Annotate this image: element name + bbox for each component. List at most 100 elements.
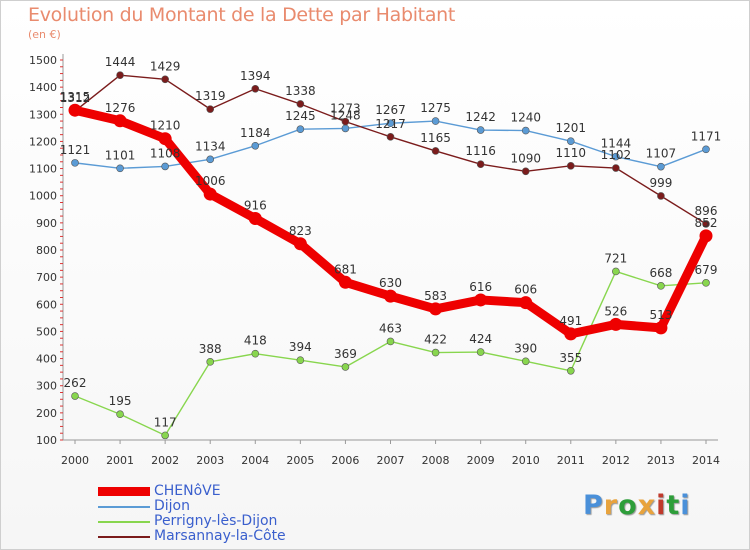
data-label: 999 bbox=[649, 176, 672, 190]
data-point bbox=[612, 152, 620, 161]
data-point bbox=[612, 164, 620, 172]
data-label: 390 bbox=[514, 341, 537, 355]
data-point bbox=[161, 162, 169, 171]
data-point bbox=[161, 75, 169, 84]
data-label: 491 bbox=[559, 314, 582, 328]
data-point bbox=[699, 229, 713, 243]
data-point bbox=[206, 358, 215, 366]
x-tick-label: 2011 bbox=[557, 454, 585, 467]
data-point bbox=[521, 357, 530, 366]
data-point bbox=[158, 132, 172, 146]
data-point bbox=[564, 327, 578, 341]
x-tick-label: 2005 bbox=[286, 454, 314, 467]
data-point bbox=[566, 137, 575, 145]
data-point bbox=[251, 84, 260, 93]
data-point bbox=[429, 302, 443, 316]
data-point bbox=[386, 133, 395, 141]
chart-subtitle: (en €) bbox=[28, 28, 61, 41]
data-point bbox=[521, 167, 530, 176]
y-tick-label: 700 bbox=[36, 271, 57, 284]
data-point bbox=[384, 289, 397, 303]
data-point bbox=[431, 147, 440, 155]
data-point bbox=[206, 105, 215, 113]
logo-letter: t bbox=[666, 490, 681, 521]
data-label: 1315 bbox=[60, 90, 91, 104]
data-label: 1245 bbox=[285, 109, 316, 123]
data-label: 1144 bbox=[601, 137, 632, 151]
data-point bbox=[566, 366, 575, 375]
data-label: 1107 bbox=[646, 147, 677, 161]
data-point bbox=[116, 71, 124, 79]
legend-label: CHENôVE bbox=[154, 483, 221, 499]
data-point bbox=[116, 164, 124, 173]
data-label: 388 bbox=[199, 342, 222, 356]
legend-label: Perrigny-lès-Dijon bbox=[154, 513, 278, 529]
data-point bbox=[386, 119, 395, 128]
y-tick-label: 1200 bbox=[29, 135, 57, 148]
data-label: 630 bbox=[379, 276, 402, 290]
data-point bbox=[341, 363, 350, 371]
data-point bbox=[296, 125, 305, 134]
data-label: 513 bbox=[649, 308, 672, 322]
data-label: 1116 bbox=[465, 144, 496, 158]
data-point bbox=[341, 124, 350, 133]
data-point bbox=[654, 321, 668, 335]
data-point bbox=[338, 275, 352, 289]
x-tick-label: 2003 bbox=[196, 454, 224, 467]
data-label: 681 bbox=[334, 262, 357, 276]
data-point bbox=[657, 162, 665, 171]
data-point bbox=[203, 187, 217, 201]
data-label: 1110 bbox=[556, 146, 587, 160]
data-point bbox=[296, 356, 305, 365]
legend-label: Marsannay-la-Côte bbox=[154, 528, 286, 544]
data-point bbox=[206, 155, 215, 164]
y-tick-label: 600 bbox=[36, 298, 57, 311]
legend-swatch bbox=[98, 535, 150, 538]
data-label: 418 bbox=[244, 334, 267, 348]
x-tick-label: 2000 bbox=[61, 454, 89, 467]
logo-letter: P bbox=[583, 490, 604, 521]
data-point bbox=[248, 212, 262, 226]
data-point bbox=[612, 267, 620, 276]
data-point bbox=[293, 237, 307, 251]
data-label: 1312 bbox=[60, 91, 91, 105]
legend-swatch bbox=[98, 487, 150, 496]
data-label: 852 bbox=[695, 216, 718, 230]
data-point bbox=[609, 317, 623, 331]
x-tick-label: 2001 bbox=[106, 454, 134, 467]
x-tick-label: 2013 bbox=[647, 454, 675, 467]
data-label: 1134 bbox=[195, 139, 226, 153]
data-label: 1394 bbox=[240, 69, 271, 83]
data-point bbox=[702, 220, 710, 228]
y-tick-label: 200 bbox=[36, 407, 57, 420]
x-tick-label: 2006 bbox=[331, 454, 359, 467]
data-label: 1319 bbox=[195, 89, 226, 103]
data-point bbox=[71, 392, 79, 400]
data-label: 1184 bbox=[240, 126, 271, 140]
data-label: 355 bbox=[559, 351, 582, 365]
y-tick-label: 500 bbox=[36, 325, 57, 338]
x-tick-label: 2010 bbox=[512, 454, 540, 467]
data-label: 823 bbox=[289, 224, 312, 238]
data-label: 1429 bbox=[150, 59, 181, 73]
data-label: 422 bbox=[424, 333, 447, 347]
data-label: 606 bbox=[514, 283, 537, 297]
data-label: 195 bbox=[109, 394, 132, 408]
y-tick-label: 400 bbox=[36, 353, 57, 366]
x-tick-label: 2004 bbox=[241, 454, 269, 467]
data-point bbox=[116, 410, 124, 419]
data-label: 1267 bbox=[375, 103, 406, 117]
y-tick-label: 1500 bbox=[29, 54, 57, 67]
proxiti-logo: Proxiti bbox=[583, 490, 691, 521]
data-label: 1338 bbox=[285, 84, 316, 98]
data-point bbox=[341, 117, 350, 126]
data-label: 1444 bbox=[105, 55, 136, 69]
data-label: 1248 bbox=[330, 108, 361, 122]
data-point bbox=[386, 337, 395, 346]
data-point bbox=[657, 282, 665, 290]
data-point bbox=[296, 100, 305, 108]
data-point bbox=[476, 126, 485, 134]
x-tick-label: 2007 bbox=[377, 454, 405, 467]
data-label: 679 bbox=[695, 263, 718, 277]
data-point bbox=[161, 431, 169, 440]
